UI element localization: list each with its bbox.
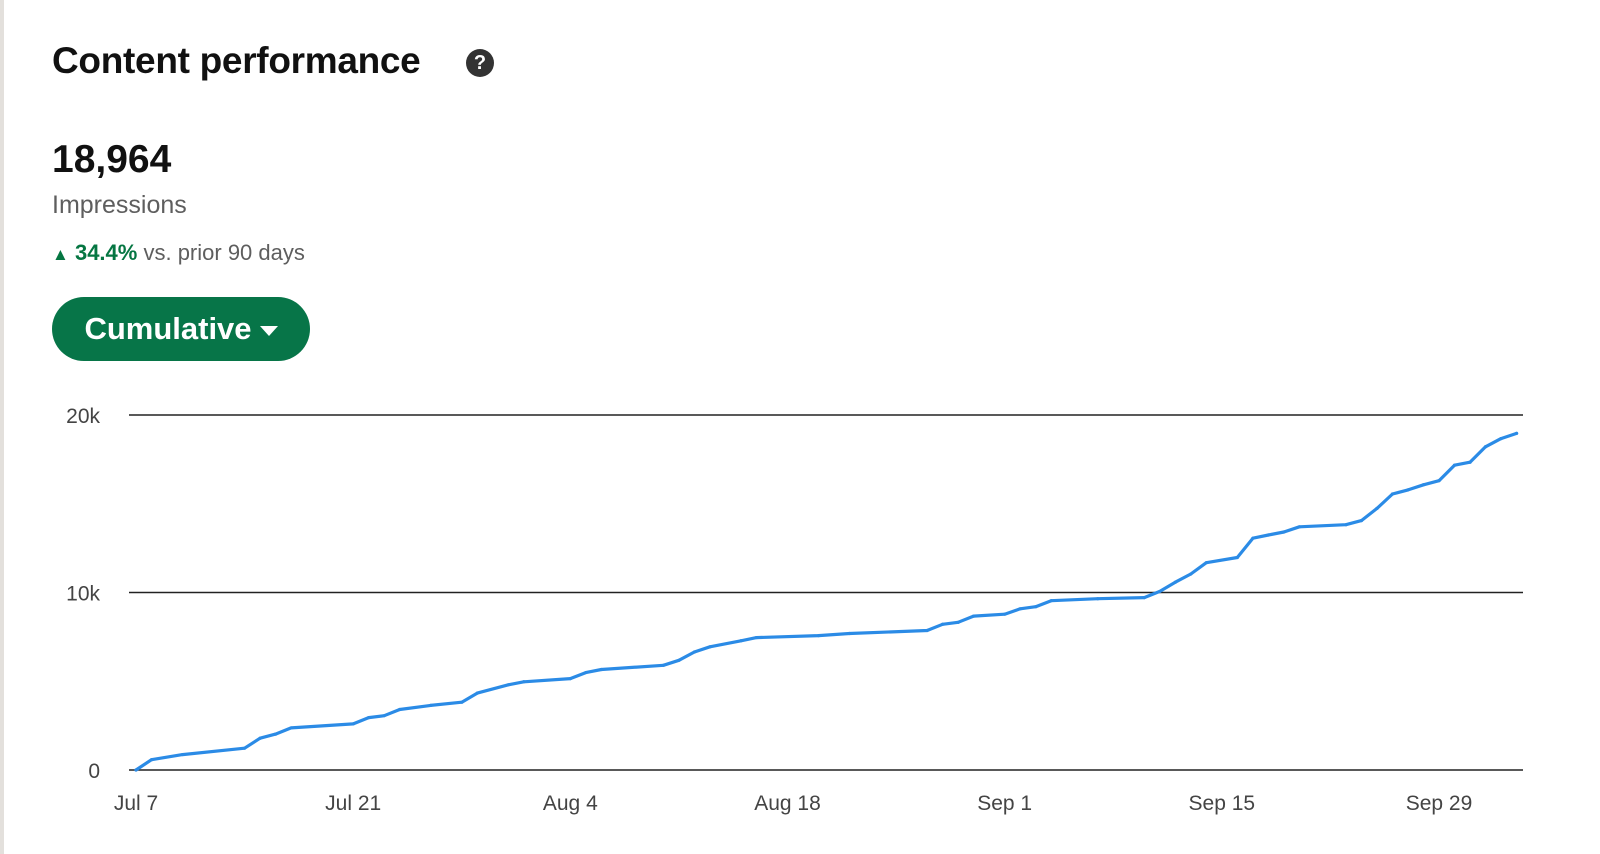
data-point [1421, 483, 1426, 487]
data-point [956, 620, 960, 624]
data-point [708, 645, 712, 649]
data-point [1483, 445, 1488, 449]
page-title: Content performance [52, 40, 421, 81]
data-point [1375, 506, 1379, 510]
data-point [1514, 431, 1519, 435]
data-point [739, 639, 743, 643]
data-point [972, 614, 976, 618]
data-point [258, 736, 262, 740]
data-point [1390, 492, 1395, 496]
data-point [1297, 525, 1301, 529]
data-point [816, 634, 821, 638]
data-point [1018, 607, 1022, 611]
data-point [1251, 536, 1255, 540]
y-tick-label: 20k [66, 405, 100, 428]
data-point [1003, 612, 1007, 616]
data-point [289, 726, 293, 730]
data-point [692, 650, 697, 654]
impressions-line [134, 431, 1519, 772]
data-point [1468, 460, 1472, 464]
data-point [274, 732, 278, 736]
data-point [460, 700, 464, 704]
caret-down-icon [259, 326, 278, 336]
data-point [1034, 605, 1038, 609]
metric-label: Impressions [52, 191, 187, 219]
data-point [429, 703, 433, 707]
data-point [847, 631, 852, 636]
data-point [1266, 533, 1270, 537]
trend-percent: 34.4% [74, 240, 138, 265]
data-point [1173, 580, 1177, 584]
data-point [1158, 589, 1162, 594]
data-point [367, 716, 371, 720]
data-point [1049, 599, 1053, 603]
data-point [925, 628, 929, 633]
data-point [242, 746, 247, 750]
data-point [661, 663, 666, 667]
data-point [1096, 597, 1100, 601]
x-tick-label: Aug 18 [754, 792, 821, 815]
data-point [506, 683, 510, 687]
dropdown-label: Cumulative [84, 311, 252, 346]
cumulative-dropdown-button[interactable]: Cumulative [52, 297, 310, 361]
data-point [599, 667, 603, 672]
y-tick-label: 10k [66, 583, 100, 606]
data-point [398, 707, 402, 712]
data-point [1344, 523, 1348, 527]
data-point [1499, 437, 1503, 441]
data-point [351, 722, 355, 726]
data-point [475, 691, 479, 695]
data-point [1204, 561, 1208, 565]
data-point [180, 752, 185, 757]
data-point [1189, 572, 1193, 576]
data-point [1235, 555, 1239, 560]
y-tick-label: 0 [88, 760, 100, 783]
x-tick-label: Sep 29 [1406, 792, 1473, 815]
data-point [522, 680, 526, 684]
x-tick-label: Jul 21 [325, 792, 381, 815]
data-point [1437, 479, 1441, 483]
trend-up-icon: ▲ [52, 245, 69, 264]
data-point [568, 676, 572, 681]
data-point [1452, 463, 1457, 467]
data-point [1142, 596, 1146, 600]
data-point [382, 714, 386, 718]
data-point [134, 768, 138, 772]
card-left-border [0, 0, 4, 854]
x-tick-label: Jul 7 [114, 792, 158, 815]
data-point [149, 758, 154, 762]
trend-suffix: vs. prior 90 days [143, 240, 305, 265]
trend-comparison: ▲ 34.4% vs. prior 90 days [52, 240, 305, 266]
x-tick-label: Sep 1 [977, 792, 1032, 815]
impressions-total: 18,964 [52, 138, 172, 181]
data-point [1359, 519, 1364, 523]
x-tick-label: Sep 15 [1189, 792, 1256, 815]
question-circle-icon[interactable]: ? [466, 49, 494, 77]
x-tick-label: Aug 4 [543, 792, 598, 815]
data-point [677, 658, 681, 662]
data-point [584, 670, 588, 675]
data-point [1282, 530, 1286, 534]
data-point [1406, 488, 1410, 492]
data-point [941, 622, 945, 626]
data-point [754, 635, 759, 640]
